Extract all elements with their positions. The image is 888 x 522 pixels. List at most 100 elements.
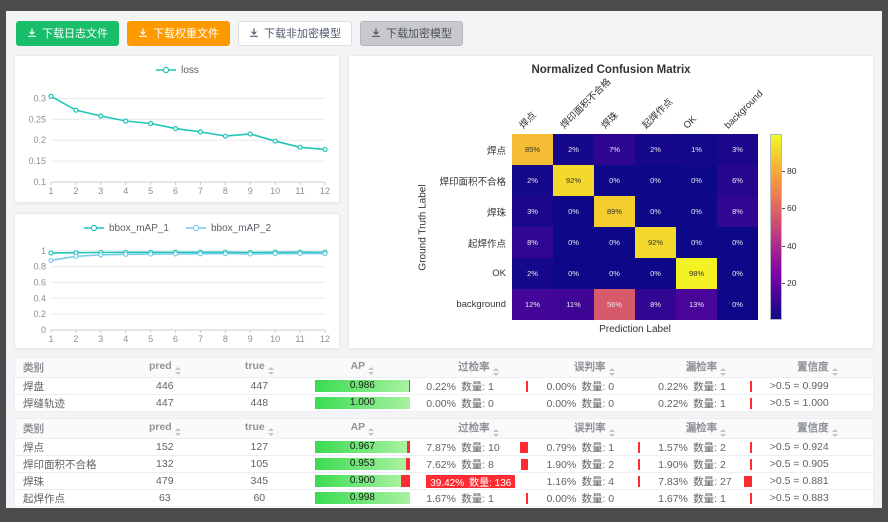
col-header-misjudge-rate[interactable]: 误判率 <box>538 418 651 439</box>
download-toolbar: 下载日志文件 下载权重文件 下载非加密模型 下载加密模型 <box>6 11 882 55</box>
misjudge-rate-cell: 0.79% 数量: 1 <box>538 438 651 456</box>
cm-cell: 11% <box>553 289 594 320</box>
col-header-ap[interactable]: AP <box>306 357 419 378</box>
legend-item-bbox_mAP_1[interactable]: bbox_mAP_1 <box>83 223 169 234</box>
col-header-label: true <box>244 421 265 433</box>
cm-cell: 92% <box>635 227 676 258</box>
rate-bar <box>749 458 752 470</box>
col-header-label: AP <box>350 421 366 433</box>
loss-line-chart: 0.10.150.20.250.31 2 3 4 5 6 7 8 9 10 11 12 <box>28 93 330 196</box>
misjudge-rate-cell: 0.00% 数量: 0 <box>538 506 651 508</box>
sort-caret-icon[interactable] <box>492 368 499 376</box>
button-label: 下载非加密模型 <box>264 28 341 40</box>
sort-caret-icon[interactable] <box>720 429 727 437</box>
confidence-cell: >0.5 = 1.000 <box>761 394 874 412</box>
col-header-pred[interactable]: pred <box>117 357 213 378</box>
sort-caret-icon[interactable] <box>608 429 615 437</box>
svg-text:5: 5 <box>148 186 153 196</box>
svg-text:1: 1 <box>41 246 46 256</box>
col-header-pred[interactable]: pred <box>117 418 213 439</box>
col-header-ap[interactable]: AP <box>306 418 419 439</box>
category-cell: 焊点 <box>14 438 118 456</box>
svg-text:12: 12 <box>320 334 330 344</box>
sort-caret-icon[interactable] <box>267 428 274 436</box>
category-cell: 焊印面积不合格 <box>14 455 118 473</box>
col-header-label: true <box>244 360 265 372</box>
miss-rate-cell: 0.00% 数量: 0 <box>650 506 762 509</box>
col-header-label: 误判率 <box>574 361 606 373</box>
download-icon <box>250 28 258 37</box>
rate-bar <box>749 492 752 504</box>
cm-cell: 0% <box>553 227 594 258</box>
col-header-true[interactable]: true <box>212 418 307 439</box>
legend-line-icon <box>186 224 206 232</box>
cm-cell: 0% <box>553 258 594 289</box>
ap-cell: 1.000 <box>306 394 419 412</box>
sort-caret-icon[interactable] <box>174 367 181 375</box>
sort-caret-icon[interactable] <box>608 368 615 376</box>
cm-cell: 8% <box>635 289 676 320</box>
col-header-true[interactable]: true <box>212 357 307 378</box>
download-icon <box>139 28 147 37</box>
colorbar-tick-mark <box>782 208 785 210</box>
rate-text: 0.00% 数量: 0 <box>658 508 726 509</box>
cm-cell: 0% <box>676 196 717 227</box>
ap-bar-red <box>407 441 411 453</box>
cm-col-label: 起焊作点 <box>640 96 676 132</box>
sort-caret-icon[interactable] <box>831 368 838 376</box>
miss-rate-cell: 1.67% 数量: 1 <box>650 489 762 507</box>
ap-cell: 0.953 <box>306 455 419 473</box>
confidence-cell: >0.5 = 0.905 <box>761 455 874 473</box>
col-header-miss-rate[interactable]: 漏检率 <box>650 418 762 439</box>
download-button-3[interactable]: 下载非加密模型 <box>238 20 352 46</box>
download-button-2[interactable]: 下载权重文件 <box>127 20 230 46</box>
download-button-4[interactable]: 下载加密模型 <box>360 20 463 46</box>
sort-caret-icon[interactable] <box>492 429 499 437</box>
pred-cell: 132 <box>117 455 213 473</box>
download-button-1[interactable]: 下载日志文件 <box>16 20 119 46</box>
legend-item-bbox_mAP_2[interactable]: bbox_mAP_2 <box>185 223 271 234</box>
pred-cell: 479 <box>117 472 213 490</box>
sort-caret-icon[interactable] <box>267 367 274 375</box>
sort-caret-icon[interactable] <box>720 368 727 376</box>
svg-text:9: 9 <box>248 186 253 196</box>
true-cell: 60 <box>212 489 307 507</box>
colorbar-tick-label: 40 <box>787 240 797 251</box>
table-header-row: 类别 pred true AP 过检率 误判率 漏检率 置信度 <box>14 418 874 439</box>
cm-row-label: 焊点 <box>486 145 506 157</box>
svg-text:4: 4 <box>123 334 128 344</box>
misjudge-rate-cell: 1.90% 数量: 2 <box>538 455 651 473</box>
col-header-confidence[interactable]: 置信度 <box>761 357 874 378</box>
cm-cell: 3% <box>717 134 758 165</box>
sort-caret-icon[interactable] <box>174 428 181 436</box>
cm-cell: 0% <box>717 227 758 258</box>
rate-text: 0.00% 数量: 0 <box>426 397 494 410</box>
col-header-label: 过检率 <box>458 422 490 434</box>
legend-item-loss[interactable]: loss <box>155 65 199 76</box>
category-cell: 焊珠 <box>14 472 118 490</box>
colorbar-tick-label: 60 <box>787 203 797 214</box>
svg-text:0.3: 0.3 <box>33 93 46 103</box>
pred-cell: 152 <box>117 438 213 456</box>
map-chart-card: bbox_mAP_1 bbox_mAP_2 0 0.2 0.4 0.6 0.8 1 1 2 3 4 5… <box>14 213 340 349</box>
rate-bar <box>520 458 529 470</box>
col-header-overkill-rate[interactable]: 过检率 <box>418 357 539 378</box>
sort-caret-icon[interactable] <box>368 428 375 436</box>
dashboard-page: 下载日志文件 下载权重文件 下载非加密模型 下载加密模型 loss 0.1 0.15 0.… <box>6 11 882 508</box>
col-header-misjudge-rate[interactable]: 误判率 <box>538 357 651 378</box>
button-label: 下载加密模型 <box>386 28 452 40</box>
legend-label: bbox_mAP_1 <box>108 222 169 234</box>
ap-bar-green <box>314 458 406 470</box>
sort-caret-icon[interactable] <box>368 367 375 375</box>
svg-text:0.4: 0.4 <box>33 293 46 303</box>
cm-cell: 2% <box>512 258 553 289</box>
map-chart-legend: bbox_mAP_1 bbox_mAP_2 <box>15 214 339 238</box>
cm-row-labels: 焊点 焊印面积不合格 焊珠 起焊作点 OK background <box>430 134 506 320</box>
col-header-overkill-rate[interactable]: 过检率 <box>418 418 539 439</box>
ap-bar-red <box>400 475 411 487</box>
sort-caret-icon[interactable] <box>831 429 838 437</box>
confidence-cell: >0.5 = 0.881 <box>761 472 874 490</box>
colorbar <box>770 134 782 320</box>
col-header-miss-rate[interactable]: 漏检率 <box>650 357 762 378</box>
col-header-confidence[interactable]: 置信度 <box>761 418 874 439</box>
